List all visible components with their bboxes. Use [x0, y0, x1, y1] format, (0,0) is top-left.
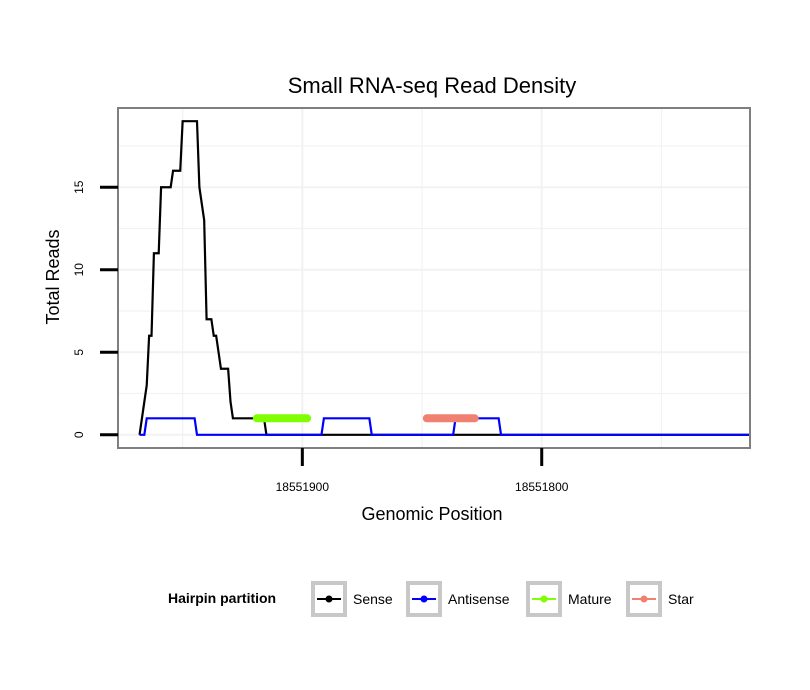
- legend-key-point: [325, 595, 333, 603]
- chart-title: Small RNA-seq Read Density: [288, 73, 577, 98]
- grid-lines: [118, 108, 750, 448]
- legend-label-antisense: Antisense: [448, 591, 510, 607]
- y-axis-title: Total Reads: [43, 229, 63, 324]
- x-axis-title: Genomic Position: [361, 504, 502, 524]
- x-tick-label: 18551800: [515, 480, 569, 494]
- y-axis: 0 5 10 15: [72, 180, 118, 438]
- x-tick-label: 18551900: [276, 480, 330, 494]
- panel-border: [117, 107, 751, 449]
- y-tick-label: 10: [72, 263, 86, 277]
- legend-key-point: [540, 595, 548, 603]
- y-tick-label: 5: [72, 349, 86, 356]
- legend-key-point: [640, 595, 648, 603]
- y-tick-label: 15: [72, 180, 86, 194]
- series-line-sense: [138, 120, 750, 436]
- legend-label-sense: Sense: [353, 591, 393, 607]
- y-tick-label: 0: [72, 431, 86, 438]
- series-line-antisense: [139, 417, 750, 436]
- legend-title: Hairpin partition: [168, 590, 276, 606]
- series-layer: [138, 120, 750, 436]
- x-axis: 18551900 18551800: [276, 448, 569, 494]
- legend-label-star: Star: [668, 591, 694, 607]
- legend: Hairpin partition Sense Antisense Mature St…: [168, 581, 694, 617]
- legend-label-mature: Mature: [568, 591, 612, 607]
- legend-key-point: [420, 595, 428, 603]
